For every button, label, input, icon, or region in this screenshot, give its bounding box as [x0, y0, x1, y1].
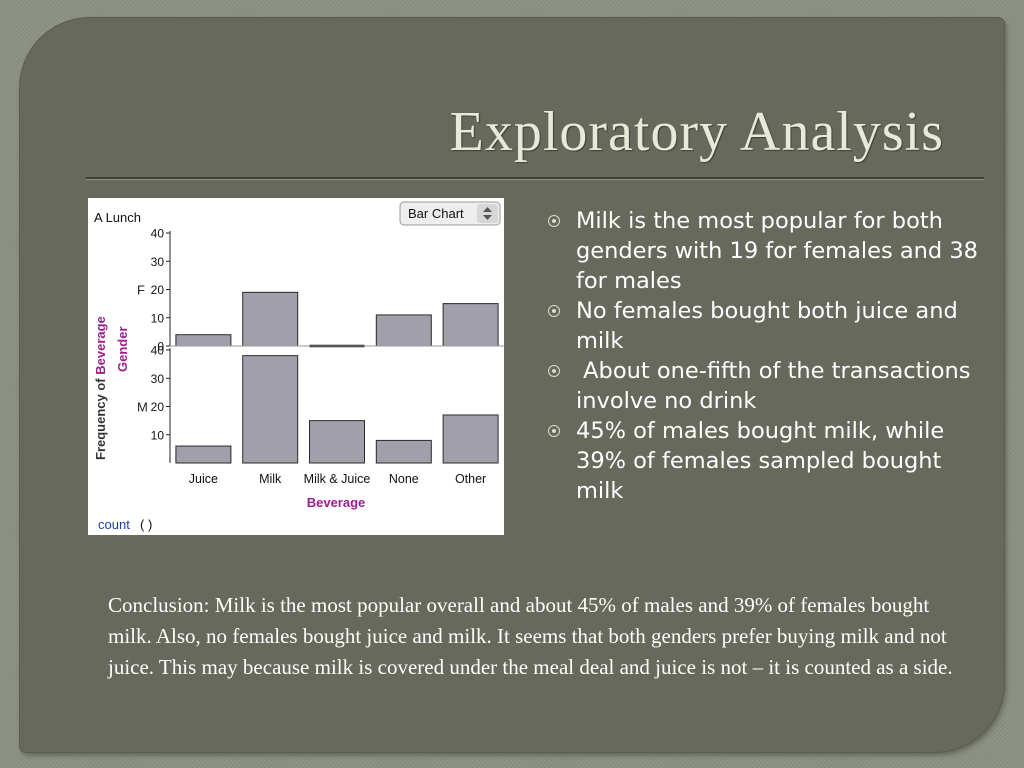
bar-M-1: [242, 355, 299, 464]
bar-M-2: [309, 420, 365, 464]
y-tick-label: 30: [151, 255, 165, 269]
chart-type-label: Bar Chart: [408, 206, 464, 221]
panel-label: A Lunch: [94, 210, 141, 225]
x-tick-label: None: [389, 472, 419, 486]
y-tick-label: 0: [157, 340, 164, 354]
bullet-text: About one-fifth of the transactions invo…: [576, 358, 978, 414]
y-axis-label: Frequency of Beverage: [93, 316, 108, 460]
chart-type-dropdown[interactable]: Bar Chart: [399, 201, 501, 226]
bullet-item: No females bought both juice and milk: [548, 296, 988, 356]
bullet-list: Milk is the most popular for both gender…: [548, 206, 988, 506]
y-tick-label: 10: [151, 311, 165, 325]
y-tick-label: 30: [151, 372, 165, 386]
bar-M-0: [175, 445, 232, 464]
y-tick-label: 10: [151, 428, 165, 442]
x-tick-label: Milk: [259, 472, 282, 486]
bullet-text: No females bought both juice and milk: [576, 298, 958, 354]
title-divider: [86, 177, 984, 180]
conclusion-text: Conclusion: Milk is the most popular ove…: [108, 593, 953, 679]
facet-label-M: M: [137, 400, 148, 415]
footer-count-label: count: [98, 517, 130, 532]
bar-F-4: [442, 303, 499, 347]
bullet-icon: [548, 425, 560, 437]
bullet-text: 45% of males bought milk, while 39% of f…: [576, 418, 945, 504]
bullet-item: About one-fifth of the transactions invo…: [548, 356, 988, 416]
bullet-text: Milk is the most popular for both gender…: [576, 208, 978, 294]
slide: Exploratory Analysis A Lunch Bar Chart F…: [20, 18, 1004, 752]
dropdown-arrows-icon: [477, 204, 498, 223]
bar-F-1: [242, 291, 299, 347]
bar-chart-panel: A Lunch Bar Chart Frequency of Beverage …: [88, 198, 504, 535]
bar-F-3: [375, 314, 432, 347]
y-tick-label: 40: [151, 227, 165, 241]
footer-parens: ( ): [140, 517, 152, 532]
facet-axis-label: Gender: [115, 326, 130, 372]
bullet-icon: [548, 215, 560, 227]
y-tick-label: 40: [151, 344, 165, 358]
x-tick-label: Milk & Juice: [304, 472, 371, 486]
bullet-icon: [548, 365, 560, 377]
x-axis-label: Beverage: [307, 495, 366, 510]
facet-panel-F: 0 10 20 30 40 F: [137, 227, 499, 354]
facet-panel-M: 10 20 30 40 M: [137, 344, 499, 464]
x-tick-label: Other: [455, 472, 486, 486]
bar-F-0: [175, 334, 232, 347]
bullet-icon: [548, 305, 560, 317]
bullet-item: 45% of males bought milk, while 39% of f…: [548, 416, 988, 506]
slide-title: Exploratory Analysis: [449, 101, 944, 163]
bar-chart: A Lunch Bar Chart Frequency of Beverage …: [93, 201, 504, 532]
y-tick-label: 20: [151, 283, 165, 297]
bullet-item: Milk is the most popular for both gender…: [548, 206, 988, 296]
bar-M-4: [442, 414, 499, 464]
bar-M-3: [375, 439, 432, 464]
facet-label-F: F: [137, 283, 145, 298]
x-tick-label: Juice: [189, 472, 218, 486]
y-tick-label: 20: [151, 400, 165, 414]
